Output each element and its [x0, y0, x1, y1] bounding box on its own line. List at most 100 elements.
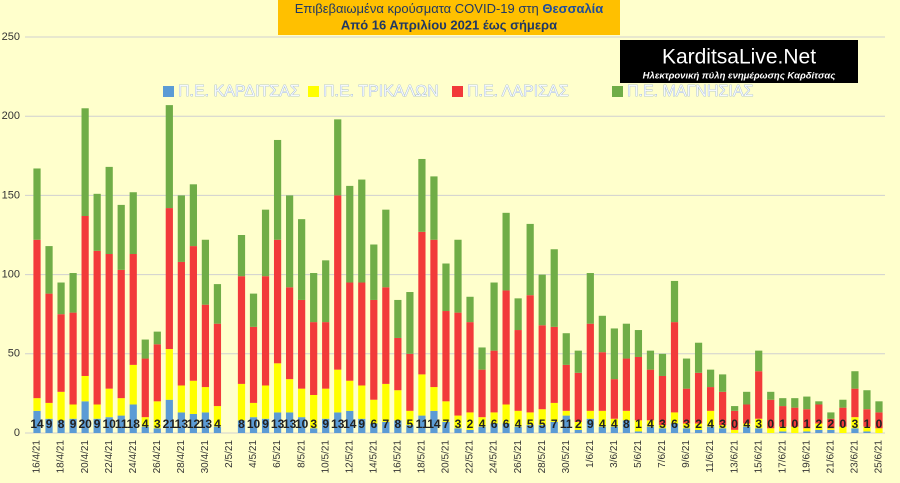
bar-segment — [322, 388, 330, 419]
bar-segment — [117, 415, 125, 433]
data-label: 11 — [416, 417, 429, 431]
bar-segment — [394, 390, 402, 421]
bar-segment — [827, 428, 835, 430]
bar-segment — [298, 219, 306, 300]
bar-segment — [502, 423, 510, 433]
bar-segment — [719, 391, 727, 426]
x-tick-label: 13/6/21 — [729, 440, 740, 474]
bar-segment — [93, 418, 101, 433]
bar-segment — [45, 402, 53, 419]
data-label: 0 — [731, 417, 738, 431]
bar-segment — [526, 425, 534, 433]
bar-segment — [514, 410, 522, 427]
bar-segment — [526, 223, 534, 296]
bar-segment — [129, 404, 137, 433]
bar-segment — [189, 380, 197, 414]
bar-segment — [370, 399, 378, 424]
bar-segment — [634, 356, 643, 421]
bar-segment — [81, 108, 89, 216]
bar-segment — [598, 410, 606, 427]
bar-segment — [779, 426, 787, 432]
bar-segment — [213, 406, 222, 427]
bar-segment — [237, 276, 246, 384]
bar-segment — [334, 369, 342, 413]
data-label: 21 — [163, 417, 177, 431]
bar-segment — [57, 282, 65, 315]
y-tick-label: 250 — [2, 31, 20, 43]
bar-segment — [418, 415, 426, 433]
data-label: 13 — [175, 417, 189, 431]
bar-segment — [550, 421, 558, 433]
bar-segment — [322, 322, 330, 389]
bar-segment — [117, 398, 125, 416]
bar-segment — [706, 410, 715, 427]
data-label: 1 — [779, 417, 786, 431]
bar-segment — [237, 235, 246, 277]
legend-swatch — [308, 86, 319, 97]
bar-segment — [682, 423, 691, 429]
bar-segment — [646, 369, 655, 421]
bar-segment — [466, 429, 474, 433]
bar-segment — [346, 185, 354, 283]
bar-segment — [201, 412, 210, 433]
bar-segment — [105, 388, 113, 418]
data-label: 6 — [671, 417, 678, 431]
bar-segment — [598, 352, 606, 411]
data-label: 8 — [395, 417, 402, 431]
bar-segment — [69, 404, 77, 419]
bar-segment — [827, 412, 835, 419]
bar-segment — [285, 287, 294, 380]
bar-segment — [285, 195, 294, 288]
bar-segment — [514, 426, 522, 433]
data-label: 3 — [719, 417, 726, 431]
data-label: 7 — [382, 417, 389, 431]
bar-segment — [165, 105, 173, 209]
bar-segment — [803, 431, 811, 433]
bar-segment — [514, 330, 522, 411]
bar-segment — [105, 417, 113, 433]
bar-segment — [358, 179, 366, 283]
bar-segment — [141, 339, 149, 359]
title-box — [278, 0, 620, 35]
bar-segment — [658, 428, 667, 433]
x-tick-label: 19/6/21 — [801, 440, 812, 474]
bar-segment — [839, 407, 847, 427]
bar-segment — [466, 322, 474, 413]
data-label: 4 — [647, 417, 654, 431]
x-tick-label: 28/4/21 — [176, 440, 187, 474]
x-tick-label: 11/6/21 — [705, 440, 716, 473]
bar-segment — [791, 398, 799, 408]
bar-segment — [634, 330, 643, 357]
bar-segment — [310, 273, 318, 323]
bar-segment — [622, 358, 631, 411]
data-label: 2 — [467, 417, 474, 431]
bar-segment — [550, 402, 558, 422]
bar-segment — [694, 423, 703, 430]
bar-segment — [382, 287, 390, 384]
bar-segment — [370, 299, 378, 400]
data-label: 9 — [322, 417, 329, 431]
bar-segment — [851, 428, 859, 433]
x-tick-label: 9/6/21 — [681, 440, 692, 468]
data-label: 3 — [755, 417, 762, 431]
bar-segment — [201, 239, 210, 305]
bar-segment — [237, 420, 246, 433]
bar-segment — [430, 410, 438, 433]
data-label: 14 — [30, 417, 44, 431]
x-tick-label: 20/5/21 — [441, 440, 452, 474]
bar-segment — [273, 363, 282, 413]
bar-segment — [310, 428, 318, 433]
bar-segment — [526, 295, 534, 413]
bar-segment — [382, 209, 390, 288]
bar-segment — [45, 246, 53, 294]
bar-segment — [189, 184, 197, 247]
bar-segment — [538, 274, 546, 326]
bar-segment — [249, 417, 258, 433]
bar-segment — [574, 350, 582, 373]
bar-segment — [719, 428, 727, 433]
data-label: 3 — [659, 417, 666, 431]
bar-segment — [875, 401, 883, 413]
bar-segment — [310, 322, 318, 395]
data-label: 3 — [852, 417, 859, 431]
bar-segment — [622, 323, 631, 359]
